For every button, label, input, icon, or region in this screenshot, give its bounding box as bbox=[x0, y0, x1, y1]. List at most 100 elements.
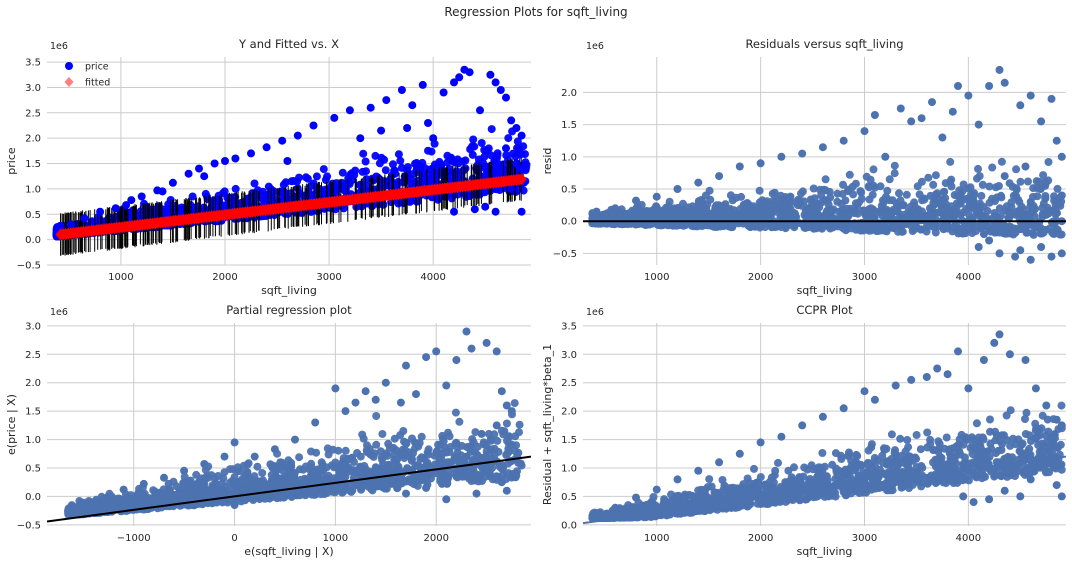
data-point bbox=[200, 172, 209, 181]
cloud-point bbox=[389, 160, 397, 169]
data-point bbox=[1052, 136, 1061, 145]
data-point bbox=[1037, 243, 1046, 251]
data-point bbox=[418, 80, 427, 89]
cloud-point bbox=[480, 440, 489, 449]
data-point bbox=[777, 152, 786, 161]
cloud-point bbox=[637, 218, 646, 227]
cloud-point bbox=[704, 210, 713, 219]
y-offset-text: 1e6 bbox=[50, 41, 68, 52]
cloud-point bbox=[211, 479, 220, 488]
data-point bbox=[592, 207, 601, 216]
cloud-point bbox=[330, 183, 339, 192]
cloud-point bbox=[295, 453, 304, 462]
cloud-point bbox=[312, 172, 321, 181]
cloud-point bbox=[451, 408, 460, 417]
data-point bbox=[1005, 210, 1014, 219]
cloud-point bbox=[719, 222, 728, 231]
cloud-point bbox=[172, 482, 181, 491]
cloud-point bbox=[744, 220, 753, 229]
cloud-point bbox=[755, 186, 764, 195]
cloud-point bbox=[251, 476, 260, 485]
cloud-point bbox=[480, 473, 489, 481]
cloud-point bbox=[1045, 224, 1054, 233]
data-point bbox=[512, 159, 521, 168]
cloud-point bbox=[821, 175, 830, 184]
y-tick-label: 3.5 bbox=[25, 58, 41, 69]
cloud-point bbox=[451, 439, 460, 448]
cloud-point bbox=[236, 467, 244, 476]
cloud-point bbox=[947, 211, 956, 220]
cloud-point bbox=[856, 226, 865, 235]
data-point bbox=[262, 143, 271, 152]
y-tick-label: 0.0 bbox=[561, 217, 577, 228]
cloud-point bbox=[340, 186, 349, 195]
cloud-point bbox=[924, 221, 933, 230]
cloud-point bbox=[314, 466, 323, 475]
cloud-point bbox=[341, 446, 350, 455]
cloud-point bbox=[1017, 221, 1026, 230]
cloud-point bbox=[883, 207, 892, 215]
data-point bbox=[283, 157, 292, 165]
cloud-point bbox=[688, 215, 697, 224]
cloud-point bbox=[239, 486, 248, 495]
cloud-point bbox=[988, 194, 996, 203]
cloud-point bbox=[1041, 181, 1050, 190]
cloud-point bbox=[777, 223, 786, 231]
cloud-point bbox=[400, 454, 409, 463]
series-price bbox=[56, 65, 526, 230]
y-axis-label: e(price | X) bbox=[5, 394, 18, 455]
data-point bbox=[397, 86, 406, 94]
cloud-point bbox=[424, 146, 432, 155]
cloud-point bbox=[979, 202, 988, 211]
cloud-point bbox=[373, 479, 382, 488]
cloud-point bbox=[977, 191, 986, 200]
data-point bbox=[1031, 223, 1040, 232]
cloud-point bbox=[356, 452, 365, 461]
data-point bbox=[345, 106, 354, 115]
data-point bbox=[450, 207, 458, 216]
cloud-point bbox=[873, 222, 882, 231]
cloud-point bbox=[1014, 195, 1023, 204]
data-point bbox=[517, 131, 526, 140]
data-point bbox=[1000, 172, 1009, 181]
data-point bbox=[611, 204, 620, 213]
cloud-point bbox=[461, 156, 470, 165]
cloud-point bbox=[258, 469, 267, 477]
cloud-point bbox=[997, 157, 1006, 166]
cloud-point bbox=[656, 207, 665, 216]
fitted-marker bbox=[516, 173, 527, 186]
legend-marker-price bbox=[65, 62, 73, 70]
cloud-point bbox=[795, 196, 804, 205]
cloud-point bbox=[1016, 177, 1025, 186]
cloud-point bbox=[678, 205, 687, 214]
cloud-point bbox=[377, 153, 386, 162]
cloud-point bbox=[398, 445, 407, 454]
cloud-point bbox=[875, 207, 884, 216]
data-point bbox=[995, 65, 1004, 74]
cloud-point bbox=[1019, 205, 1028, 214]
cloud-point bbox=[231, 184, 240, 193]
cloud-point bbox=[1057, 230, 1066, 239]
cloud-point bbox=[947, 182, 956, 191]
cloud-point bbox=[768, 189, 777, 198]
figure-suptitle: Regression Plots for sqft_living bbox=[444, 5, 627, 19]
data-point bbox=[1016, 246, 1025, 255]
data-point bbox=[111, 204, 120, 213]
data-point bbox=[974, 243, 983, 251]
cloud-point bbox=[825, 205, 834, 214]
cloud-point bbox=[188, 192, 197, 201]
cloud-point bbox=[786, 204, 795, 213]
cloud-point bbox=[447, 153, 456, 162]
cloud-point bbox=[159, 489, 168, 498]
cloud-point bbox=[1041, 194, 1050, 203]
cloud-point bbox=[493, 165, 502, 173]
cloud-point bbox=[368, 451, 376, 460]
cloud-point bbox=[737, 212, 745, 221]
cloud-point bbox=[902, 190, 911, 199]
cloud-point bbox=[197, 474, 205, 483]
cloud-point bbox=[356, 462, 365, 471]
cloud-point bbox=[890, 224, 899, 233]
cloud-point bbox=[903, 213, 912, 222]
cloud-point bbox=[711, 202, 720, 211]
data-point bbox=[210, 159, 219, 168]
